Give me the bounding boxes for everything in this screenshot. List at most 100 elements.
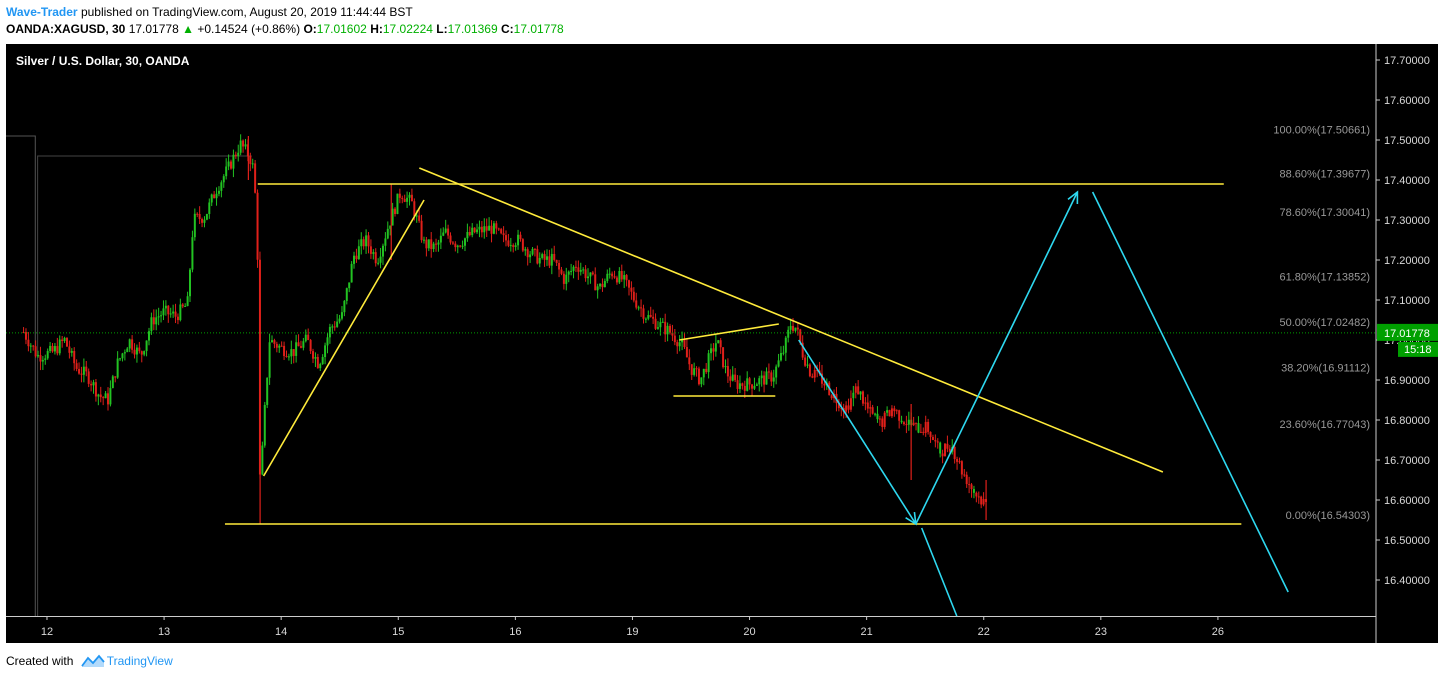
author-link[interactable]: Wave-Trader	[6, 5, 78, 19]
candle-body	[201, 219, 204, 223]
candle-body	[806, 364, 809, 366]
candle-body	[92, 382, 95, 386]
candle-body	[309, 340, 312, 352]
candle-body	[408, 194, 411, 198]
candle-body	[217, 190, 220, 194]
candle-body	[647, 315, 650, 319]
candle-body	[389, 225, 392, 229]
candle-body	[666, 325, 669, 335]
price-tick-label: 16.80000	[1384, 415, 1430, 427]
candle-body	[553, 253, 556, 260]
candle-body	[381, 245, 384, 257]
candle-body	[726, 366, 729, 377]
candle-body	[777, 360, 780, 367]
fib-level-label: 78.60%(17.30041)	[1279, 207, 1370, 219]
fib-level-label: 100.00%(17.50661)	[1273, 124, 1370, 136]
candle-body	[548, 256, 551, 266]
candle-body	[215, 193, 218, 199]
candle-body	[963, 474, 966, 476]
candle-body	[695, 368, 698, 370]
candle-body	[796, 327, 799, 330]
candle-body	[707, 353, 710, 373]
candle-body	[968, 484, 971, 486]
candle-body	[944, 443, 947, 457]
candle-body	[386, 228, 389, 239]
publish-line: Wave-Trader published on TradingView.com…	[6, 4, 1436, 21]
candle-body	[87, 371, 90, 384]
candle-body	[80, 373, 83, 375]
session-box-inner	[37, 155, 252, 616]
candle-body	[135, 347, 138, 355]
candle-body	[22, 332, 25, 333]
time-tick-label: 22	[978, 626, 990, 638]
price-chart[interactable]: 100.00%(17.50661) 88.60%(17.39677) 78.60%(…	[6, 44, 1438, 643]
candle-body	[755, 384, 758, 386]
candle-body	[254, 163, 257, 193]
candle-body	[519, 234, 522, 240]
candle-body	[702, 368, 705, 378]
candle-body	[676, 342, 679, 347]
candle-body	[538, 257, 541, 264]
low-label: L:	[436, 22, 448, 36]
candle-body	[126, 348, 129, 353]
candle-body	[792, 325, 795, 331]
candle-body	[654, 318, 657, 329]
candle-body	[729, 376, 732, 381]
candle-body	[794, 327, 797, 331]
candle-body	[644, 318, 647, 320]
projection-arrow-down	[905, 511, 917, 526]
candle-body	[160, 315, 163, 317]
chart-header: Wave-Trader published on TradingView.com…	[6, 4, 1436, 38]
candle-body	[541, 254, 544, 258]
candle-body	[524, 249, 527, 251]
candle-body	[123, 352, 126, 354]
candle-body	[970, 484, 973, 490]
candle-body	[398, 193, 401, 198]
candle-body	[46, 350, 49, 359]
candle-body	[61, 339, 64, 342]
price-tick-label: 16.50000	[1384, 535, 1430, 547]
candle-body	[980, 496, 983, 505]
candle-body	[338, 318, 341, 322]
candle-body	[611, 273, 614, 277]
candle-body	[743, 385, 746, 391]
candle-body	[266, 377, 269, 405]
candle-body	[596, 286, 599, 291]
candle-body	[406, 197, 409, 202]
price-tick-label: 17.70000	[1384, 55, 1430, 67]
candle-body	[693, 368, 696, 375]
candle-body	[336, 321, 339, 327]
chart-panel[interactable]: 100.00%(17.50661) 88.60%(17.39677) 78.60%(…	[6, 44, 1438, 643]
candle-body	[816, 369, 819, 371]
candle-body	[652, 316, 655, 319]
candle-body	[273, 340, 276, 344]
candle-body	[104, 393, 107, 399]
candle-body	[936, 441, 939, 443]
projection-line	[1091, 191, 1289, 593]
candle-body	[343, 300, 346, 313]
candle-body	[893, 408, 896, 412]
candle-body	[44, 358, 47, 360]
candle-body	[570, 270, 573, 272]
candle-body	[854, 386, 857, 393]
candle-body	[895, 410, 898, 412]
candle-body	[881, 418, 884, 427]
candle-body	[478, 226, 481, 230]
candle-body	[425, 239, 428, 249]
candle-body	[922, 431, 925, 433]
candle-body	[640, 307, 643, 309]
candle-body	[977, 496, 980, 498]
candle-body	[915, 422, 918, 424]
time-axis[interactable]: 12 13 14 15 16 19 20 21 22 23 26	[41, 616, 1224, 638]
candle-body	[738, 383, 741, 389]
tradingview-brand-link[interactable]: TradingView	[106, 654, 173, 668]
candle-body	[138, 347, 141, 352]
candle-body	[324, 345, 327, 358]
candle-body	[51, 345, 54, 352]
candle-body	[29, 345, 32, 347]
candle-body	[837, 403, 840, 409]
candle-body	[271, 340, 274, 343]
candle-body	[813, 369, 816, 378]
candle-body	[584, 269, 587, 279]
price-axis[interactable]: 16.40000 16.50000 16.60000 16.70000 16.80000…	[1376, 55, 1438, 587]
